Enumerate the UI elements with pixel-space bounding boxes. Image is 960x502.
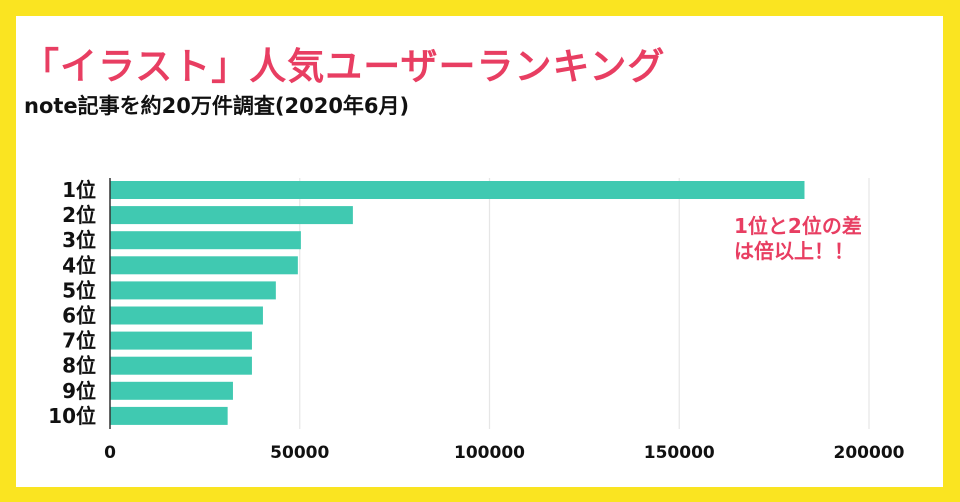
category-label: 2位	[62, 203, 96, 227]
bar	[110, 181, 805, 199]
chart-title: 「イラスト」人気ユーザーランキング	[22, 45, 666, 88]
bar	[110, 381, 233, 400]
bar	[110, 256, 298, 275]
x-tick-label: 200000	[834, 443, 905, 463]
category-label: 9位	[62, 379, 96, 403]
category-label: 4位	[62, 253, 96, 277]
bars	[110, 181, 805, 425]
bar	[110, 306, 263, 325]
chart-subtitle: note記事を約20万件調査(2020年6月)	[24, 94, 410, 118]
x-tick-labels: 0 50000 100000 150000 200000	[104, 443, 905, 463]
annotation-line-1: 1位と2位の差	[734, 214, 862, 238]
annotation-line-2: は倍以上！！	[734, 239, 854, 263]
x-tick-label: 150000	[644, 443, 715, 463]
category-label: 7位	[62, 329, 96, 353]
bar	[110, 331, 252, 350]
category-label: 8位	[62, 354, 96, 378]
category-label: 6位	[62, 304, 96, 328]
annotation-text: 1位と2位の差 は倍以上！！	[734, 214, 862, 264]
bar	[110, 231, 301, 250]
category-label: 1位	[62, 178, 96, 202]
x-tick-label: 0	[104, 443, 116, 463]
x-tick-label: 50000	[270, 443, 329, 463]
category-label: 3位	[62, 228, 96, 252]
bar	[110, 206, 353, 225]
x-tick-label: 100000	[454, 443, 525, 463]
bar	[110, 356, 252, 375]
bar	[110, 281, 276, 300]
category-label: 10位	[48, 404, 96, 428]
bar	[110, 406, 228, 425]
category-label: 5位	[62, 278, 96, 302]
